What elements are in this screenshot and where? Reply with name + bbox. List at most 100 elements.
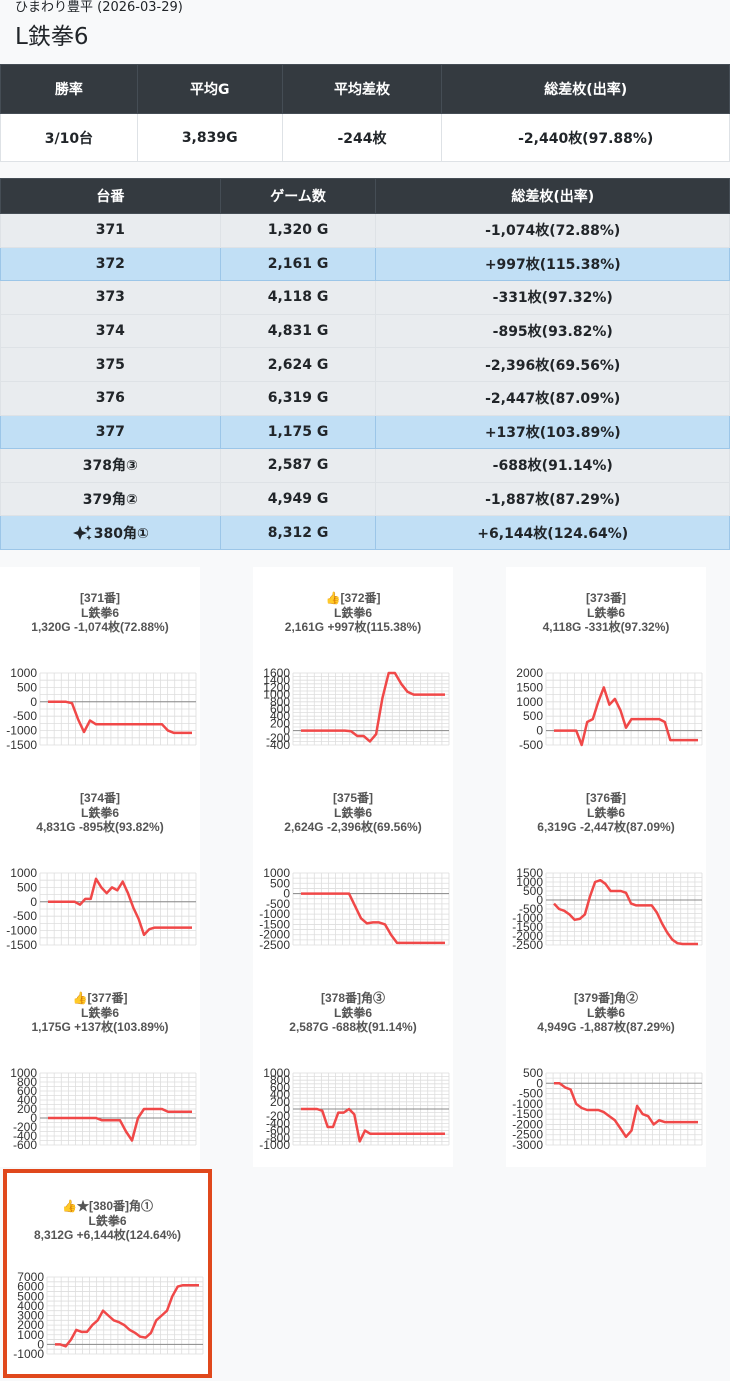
machine-no-cell[interactable]: 375 (0, 347, 221, 382)
chart-title-text: L鉄拳6 (586, 1005, 625, 1020)
y-tick-label: -2000 (512, 1117, 543, 1131)
y-tick-label: 800 (270, 695, 290, 709)
y-tick-label: 600 (270, 1080, 290, 1094)
y-tick-label: 800 (270, 1073, 290, 1087)
y-tick-label: 4000 (17, 1299, 44, 1313)
y-tick-label: 1000 (10, 1066, 37, 1080)
chart-title-line: 👍[377番] (0, 991, 200, 1006)
y-tick-label: 400 (17, 1093, 37, 1107)
chart-card[interactable]: [379番]角② L鉄拳6 4,949G -1,887枚(87.29%) 500 0 -5… (506, 967, 706, 1167)
y-tick-label: 1000 (263, 688, 290, 702)
chart-title-line: 6,319G -2,447枚(87.09%) (506, 820, 706, 835)
y-tick-label: 0 (30, 1111, 37, 1125)
y-tick-label: -2500 (259, 938, 290, 952)
table-row[interactable]: 378角③ 2,587 G -688枚(91.14%) (0, 448, 730, 483)
y-tick-label: -1000 (259, 907, 290, 921)
machine-no: 377 (95, 423, 125, 440)
chart-title-text: L鉄拳6 (586, 805, 625, 820)
chart-title-line: 2,587G -688枚(91.14%) (253, 1020, 453, 1035)
chart-title-line: [374番] (0, 791, 200, 806)
series-line (48, 877, 192, 937)
chart-title-text: [378番]角③ (320, 991, 385, 1005)
y-tick-label: -2500 (512, 1128, 543, 1142)
machine-no-cell[interactable]: 371 (0, 213, 221, 248)
y-tick-label: 0 (283, 1102, 290, 1116)
chart-title-text: 4,118G -331枚(97.32%) (542, 620, 670, 634)
machine-no-cell[interactable]: 380角① (0, 515, 221, 550)
y-tick-label: 800 (17, 1075, 37, 1089)
chart-title-line: 4,949G -1,887枚(87.29%) (506, 1020, 706, 1035)
chart-title-text: [372番] (340, 591, 381, 605)
summary-header-avg-diff: 平均差枚 (281, 64, 443, 114)
chart-card[interactable]: [375番] L鉄拳6 2,624G -2,396枚(69.56%) 1000 500 0… (253, 767, 453, 967)
machine-no: 378角③ (82, 458, 138, 475)
table-row[interactable]: 377 1,175 G +137枚(103.89%) (0, 414, 730, 450)
table-row[interactable]: 376 6,319 G -2,447枚(87.09%) (0, 380, 730, 416)
chart-card[interactable]: [376番] L鉄拳6 6,319G -2,447枚(87.09%) 1500 1000… (506, 767, 706, 967)
summary-header-avg-games: 平均G (136, 64, 283, 114)
machine-games: 4,949 G (219, 481, 377, 517)
y-tick-label: -400 (13, 1129, 37, 1143)
y-tick-label: 0 (30, 695, 37, 709)
table-row[interactable]: 374 4,831 G -895枚(93.82%) (0, 313, 730, 349)
series-line (55, 1283, 199, 1348)
machine-no: 380角① (93, 525, 149, 542)
chart-title: [379番]角② L鉄拳6 4,949G -1,887枚(87.29%) (506, 967, 706, 1035)
y-tick-label: 0 (30, 895, 37, 909)
machine-no-cell[interactable]: 373 (0, 280, 221, 315)
y-tick-label: -1500 (512, 1107, 543, 1121)
chart-title-text: 4,949G -1,887枚(87.29%) (537, 1020, 675, 1034)
machine-no-cell[interactable]: 379角② (0, 481, 221, 517)
chart-title-line: 1,320G -1,074枚(72.88%) (0, 620, 200, 635)
machine-no: 375 (95, 356, 125, 373)
machine-no-cell[interactable]: 374 (0, 313, 221, 349)
machine-games: 8,312 G (219, 515, 377, 550)
machine-diff: +137枚(103.89%) (375, 414, 730, 450)
chart-title-text: L鉄拳6 (586, 605, 625, 620)
summary-total-diff: -2,440枚(97.88%) (441, 113, 730, 162)
machine-games: 2,624 G (219, 347, 377, 382)
chart-card[interactable]: 👍[372番] L鉄拳6 2,161G +997枚(115.38%) 1600 1400… (253, 567, 453, 767)
table-row[interactable]: 375 2,624 G -2,396枚(69.56%) (0, 347, 730, 382)
chart-card[interactable]: [373番] L鉄拳6 4,118G -331枚(97.32%) 2000 1500 10… (506, 567, 706, 767)
table-row[interactable]: 380角① 8,312 G +6,144枚(124.64%) (0, 515, 730, 550)
machines-header-games[interactable]: ゲーム数 (219, 178, 377, 214)
machine-games: 2,161 G (219, 246, 377, 282)
y-tick-label: 500 (523, 884, 543, 898)
table-row[interactable]: 373 4,118 G -331枚(97.32%) (0, 280, 730, 315)
machine-no: 379角② (82, 492, 138, 509)
summary-avg-diff: -244枚 (281, 113, 443, 162)
y-tick-label: -500 (266, 897, 290, 911)
machine-no-cell[interactable]: 376 (0, 380, 221, 416)
summary-header-winrate: 勝率 (0, 64, 138, 114)
chart-title: [373番] L鉄拳6 4,118G -331枚(97.32%) (506, 567, 706, 635)
y-tick-label: 400 (270, 709, 290, 723)
machine-no-cell[interactable]: 378角③ (0, 448, 221, 483)
chart-card[interactable]: [371番] L鉄拳6 1,320G -1,074枚(72.88%) 1000 500 0… (0, 567, 200, 767)
thumbs-up-icon: 👍 (325, 591, 341, 605)
chart-title-line: [378番]角③ (253, 991, 453, 1006)
machine-no-cell[interactable]: 377 (0, 414, 221, 450)
page-header: ひまわり豊平 (2026-03-29) L鉄拳6 (0, 0, 730, 62)
machines-header-no[interactable]: 台番 (0, 178, 221, 214)
table-row[interactable]: 372 2,161 G +997枚(115.38%) (0, 246, 730, 282)
chart-card[interactable]: [374番] L鉄拳6 4,831G -895枚(93.82%) 1000 500 0 -5… (0, 767, 200, 967)
chart-title-line: L鉄拳6 (7, 1214, 208, 1229)
table-row[interactable]: 379角② 4,949 G -1,887枚(87.29%) (0, 481, 730, 517)
table-row[interactable]: 371 1,320 G -1,074枚(72.88%) (0, 213, 730, 248)
chart-title: [378番]角③ L鉄拳6 2,587G -688枚(91.14%) (253, 967, 453, 1035)
chart-card[interactable]: 👍[377番] L鉄拳6 1,175G +137枚(103.89%) 1000 800 6… (0, 967, 200, 1167)
chart-title: [376番] L鉄拳6 6,319G -2,447枚(87.09%) (506, 767, 706, 835)
y-tick-label: -1000 (512, 911, 543, 925)
chart-title-line: L鉄拳6 (506, 806, 706, 821)
chart-title-line: 4,831G -895枚(93.82%) (0, 820, 200, 835)
chart-card[interactable]: [378番]角③ L鉄拳6 2,587G -688枚(91.14%) 1000 800 6… (253, 967, 453, 1167)
y-tick-label: -400 (266, 1116, 290, 1130)
machine-no-cell[interactable]: 372 (0, 246, 221, 282)
thumbs-up-icon: 👍 (72, 991, 88, 1005)
machines-header-diff[interactable]: 総差枚(出率) (375, 178, 730, 214)
chart-card[interactable]: 👍★[380番]角① L鉄拳6 8,312G +6,144枚(124.64%) 700… (3, 1169, 212, 1378)
y-tick-label: -1000 (259, 1138, 290, 1152)
